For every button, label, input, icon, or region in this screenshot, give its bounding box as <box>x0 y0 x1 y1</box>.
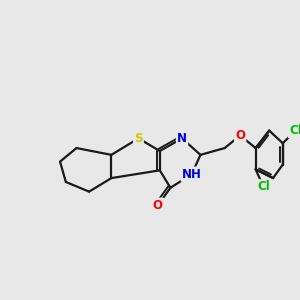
Text: O: O <box>153 199 163 212</box>
Text: S: S <box>134 132 143 145</box>
Text: Cl: Cl <box>289 124 300 137</box>
Text: Cl: Cl <box>257 180 270 193</box>
Text: NH: NH <box>182 168 202 181</box>
Text: N: N <box>177 132 187 145</box>
Text: O: O <box>235 129 245 142</box>
